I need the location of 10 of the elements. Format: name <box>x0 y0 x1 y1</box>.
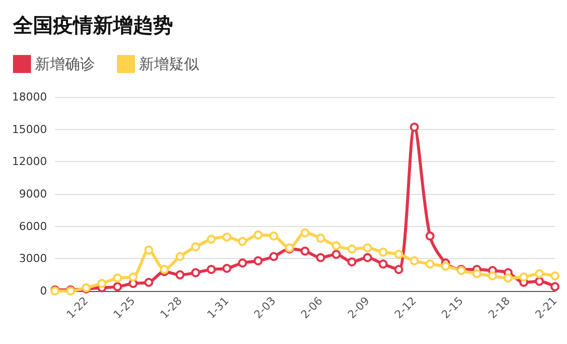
y-tick-label: 15000 <box>12 122 47 136</box>
y-tick-label: 9000 <box>19 188 47 200</box>
y-tick-label: 6000 <box>19 220 47 233</box>
chart-title: 全国疫情新增趋势 <box>12 13 173 37</box>
y-tick-label: 0 <box>40 284 47 298</box>
y-tick-label: 18000 <box>12 90 47 104</box>
legend-label: 新增确诊 <box>35 55 95 73</box>
y-tick-label: 3000 <box>19 252 47 266</box>
legend-label: 新增疑似 <box>139 55 199 73</box>
y-tick-label: 12000 <box>12 155 47 168</box>
